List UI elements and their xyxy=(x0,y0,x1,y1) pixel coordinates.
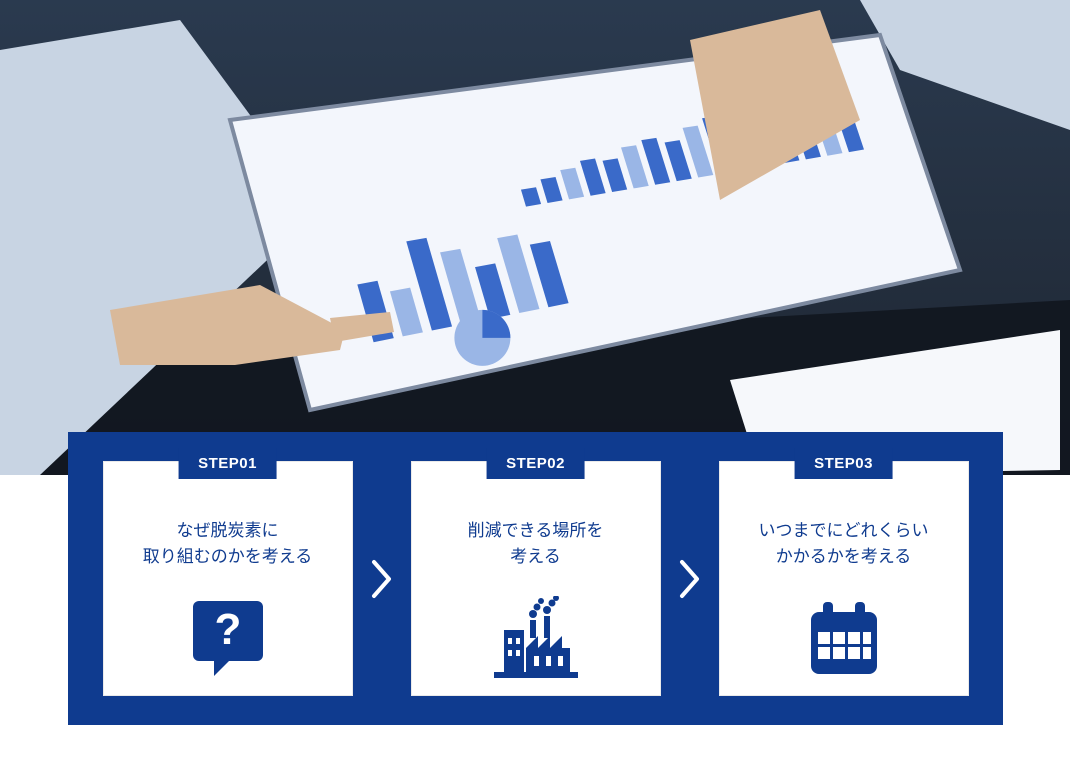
canvas: STEP01 なぜ脱炭素に 取り組むのかを考える ? STEP02 削減できる場… xyxy=(0,0,1070,760)
step-tab: STEP02 xyxy=(486,448,585,479)
step-strip: STEP01 なぜ脱炭素に 取り組むのかを考える ? STEP02 削減できる場… xyxy=(68,432,1003,725)
svg-text:?: ? xyxy=(214,605,241,654)
factory-icon xyxy=(490,583,582,695)
step-title: 削減できる場所を 考える xyxy=(468,518,604,571)
chevron-right-icon xyxy=(675,559,705,599)
hero-photo xyxy=(0,0,1070,475)
step-card-03: STEP03 いつまでにどれくらい かかるかを考える xyxy=(719,461,969,696)
step-card-02: STEP02 削減できる場所を 考える xyxy=(411,461,661,696)
calendar-icon xyxy=(803,583,885,695)
hero-photo-svg xyxy=(0,0,1070,475)
hero-pie xyxy=(454,310,510,366)
step-tab: STEP01 xyxy=(178,448,277,479)
step-title: なぜ脱炭素に 取り組むのかを考える xyxy=(143,518,313,571)
step-tab: STEP03 xyxy=(794,448,893,479)
question-icon: ? xyxy=(188,583,268,695)
step-card-01: STEP01 なぜ脱炭素に 取り組むのかを考える ? xyxy=(103,461,353,696)
step-title: いつまでにどれくらい かかるかを考える xyxy=(759,518,929,571)
chevron-right-icon xyxy=(367,559,397,599)
